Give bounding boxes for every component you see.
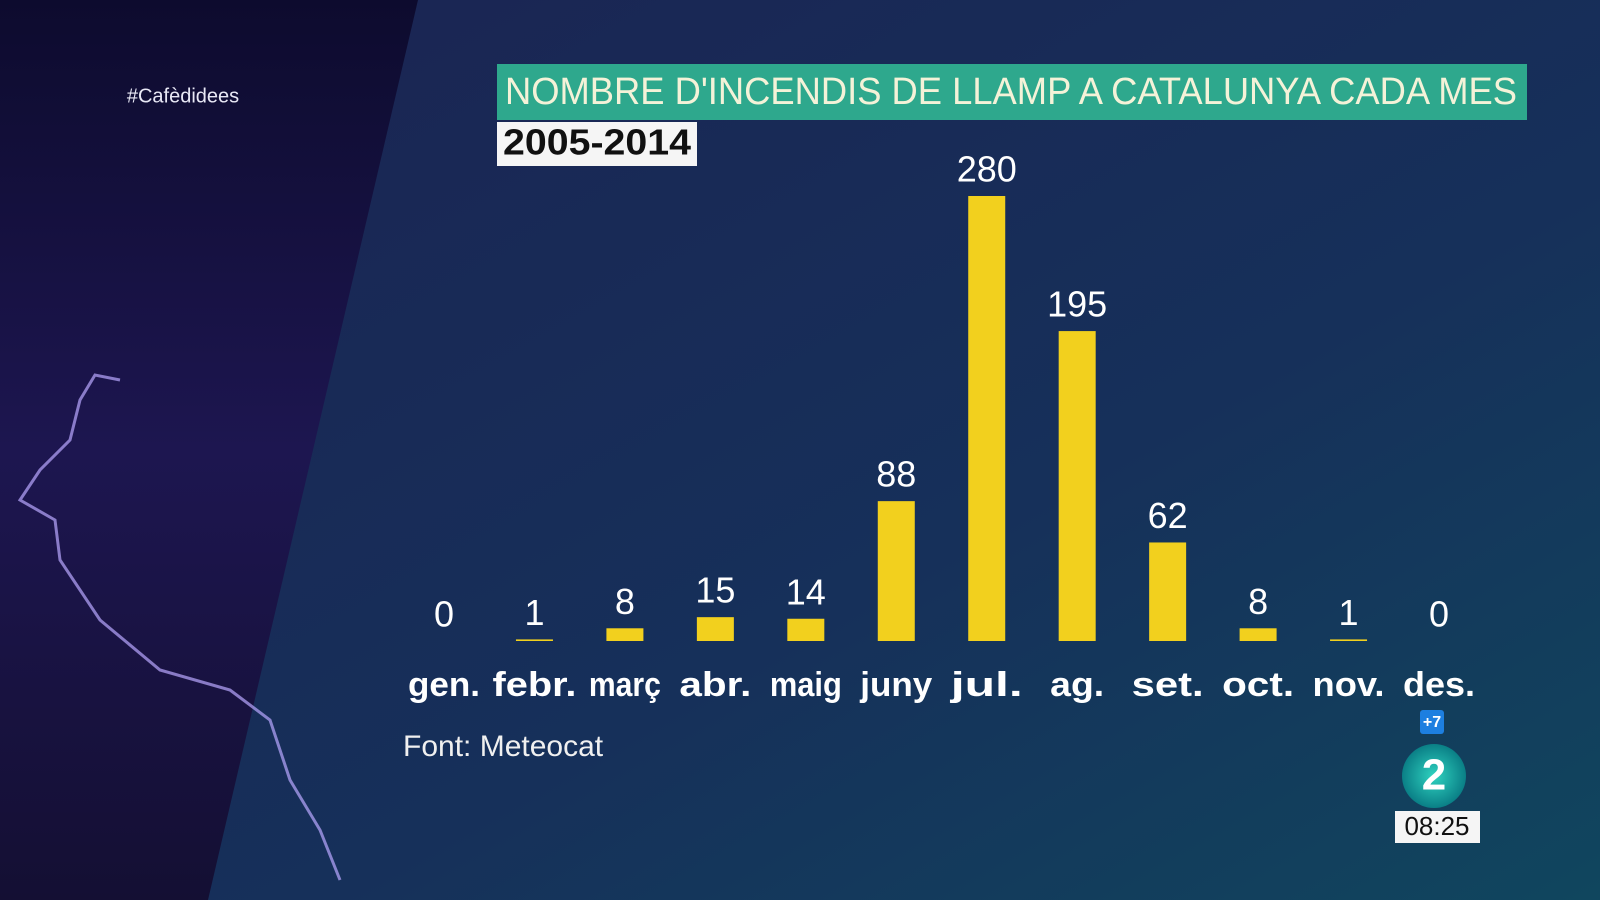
lightning (17, 373, 342, 881)
bar (1330, 639, 1368, 641)
value-label: 8 (1248, 581, 1268, 622)
bar (1058, 331, 1096, 641)
x-tick-label: juny (859, 666, 932, 704)
bar (877, 501, 915, 641)
x-tick-label: febr. (492, 666, 576, 704)
chart-subtitle: 2005-2014 (503, 122, 691, 163)
bar (606, 628, 644, 641)
source: Font: Meteocat (403, 730, 604, 763)
bar (1239, 628, 1277, 641)
bar (968, 196, 1006, 641)
clock: 08:25 (1404, 811, 1469, 841)
value-label: 14 (786, 571, 826, 612)
x-tick-label: gen. (408, 666, 480, 704)
hashtag: #Cafèdidees (127, 85, 239, 107)
bar (515, 639, 553, 641)
clock-box (1395, 811, 1480, 843)
title-box (497, 64, 1527, 120)
x-tick-label: ag. (1050, 666, 1104, 704)
bar (1149, 542, 1187, 641)
value-label: 0 (434, 594, 454, 635)
subtitle-box (497, 122, 697, 166)
value-label: 8 (615, 581, 635, 622)
side-image (0, 0, 418, 900)
x-tick-label: nov. (1313, 666, 1385, 704)
value-label: 0 (1429, 594, 1449, 635)
x-tick-label: abr. (679, 666, 751, 704)
value-label: 62 (1148, 495, 1188, 536)
bar (696, 617, 734, 641)
bar (787, 618, 825, 641)
value-label: 88 (876, 454, 916, 495)
x-tick-label: març (589, 666, 661, 704)
x-tick-label: maig (770, 666, 842, 704)
chart-title: NOMBRE D'INCENDIS DE LLAMP A CATALUNYA C… (505, 71, 1517, 113)
value-label: 1 (1339, 592, 1359, 633)
value-label: 195 (1047, 284, 1107, 325)
x-tick-label: oct. (1222, 666, 1294, 704)
channel-plus: +7 (1423, 714, 1441, 731)
x-tick-label: set. (1132, 666, 1204, 704)
x-tick-label: des. (1403, 666, 1475, 704)
plot: 0 gen. 1 febr. 8 març 15 abr. 14 maig 88 juny 280 jul… (408, 149, 1475, 704)
value-label: 280 (957, 149, 1017, 190)
channel-logo (1402, 744, 1466, 808)
channel: 2 (1422, 751, 1446, 800)
value-label: 15 (695, 570, 735, 611)
value-label: 1 (524, 592, 544, 633)
x-tick-label: jul. (949, 666, 1022, 704)
channel-plus-badge (1420, 710, 1444, 734)
